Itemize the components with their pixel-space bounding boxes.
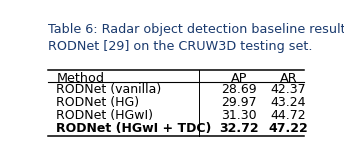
Text: 31.30: 31.30 <box>221 109 257 122</box>
Text: AP: AP <box>231 72 247 85</box>
Text: 44.72: 44.72 <box>270 109 306 122</box>
Text: 28.69: 28.69 <box>221 83 257 96</box>
Text: 43.24: 43.24 <box>270 96 306 109</box>
Text: RODNet (HGwI): RODNet (HGwI) <box>56 109 153 122</box>
Text: 47.22: 47.22 <box>268 122 308 135</box>
Text: RODNet (HGwI + TDC): RODNet (HGwI + TDC) <box>56 122 212 135</box>
Text: AR: AR <box>279 72 297 85</box>
Text: Method: Method <box>56 72 104 85</box>
Text: 29.97: 29.97 <box>221 96 257 109</box>
Text: RODNet (HG): RODNet (HG) <box>56 96 139 109</box>
Text: 42.37: 42.37 <box>270 83 306 96</box>
Text: RODNet (vanilla): RODNet (vanilla) <box>56 83 162 96</box>
Text: Table 6: Radar object detection baseline results by
RODNet [29] on the CRUW3D te: Table 6: Radar object detection baseline… <box>48 23 344 53</box>
Text: 32.72: 32.72 <box>219 122 259 135</box>
